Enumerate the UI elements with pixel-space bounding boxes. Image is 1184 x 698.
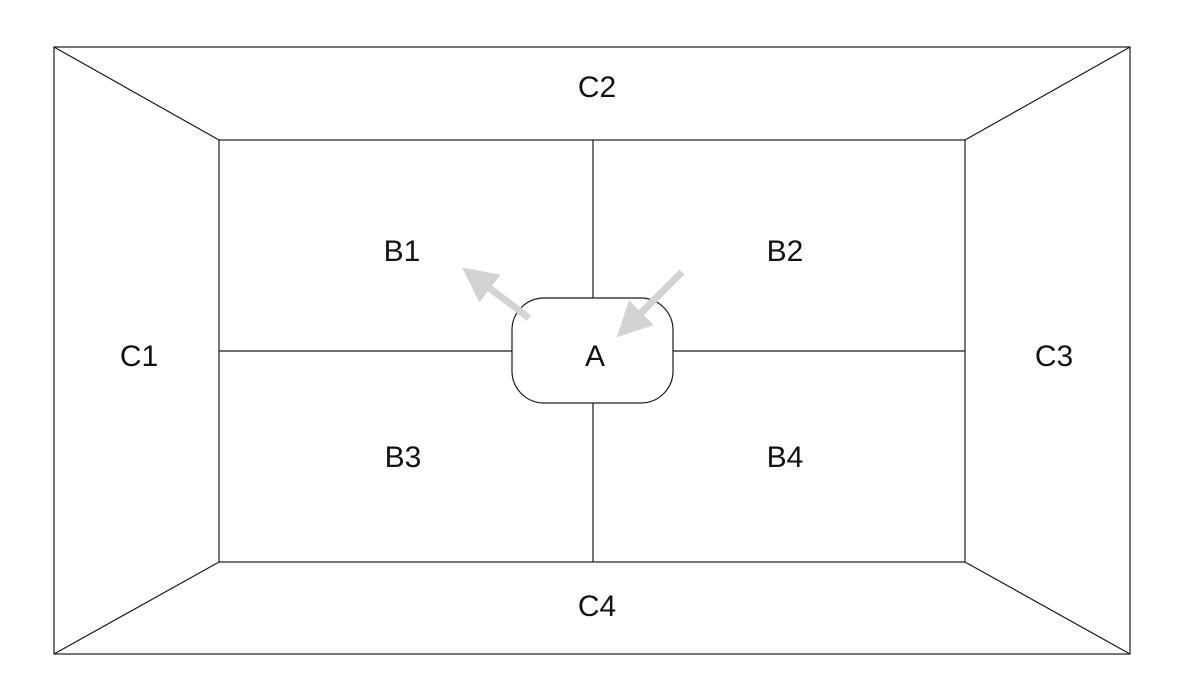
outer-frame [53,46,1131,655]
arrow-out-to-b1 [462,267,532,321]
label-b3: B3 [385,441,422,474]
label-c4: C4 [578,590,616,623]
label-b4: B4 [767,441,804,474]
label-c1: C1 [120,340,158,373]
label-a: A [585,340,605,373]
label-b2: B2 [767,235,804,268]
connector-top-right [964,46,1131,141]
label-c3: C3 [1035,340,1073,373]
connector-bottom-left [53,561,220,655]
label-b1: B1 [384,235,421,268]
connector-bottom-right [964,561,1131,655]
label-c2: C2 [578,71,616,104]
connector-top-left [53,46,220,141]
arrow-in-from-b2 [616,269,685,338]
